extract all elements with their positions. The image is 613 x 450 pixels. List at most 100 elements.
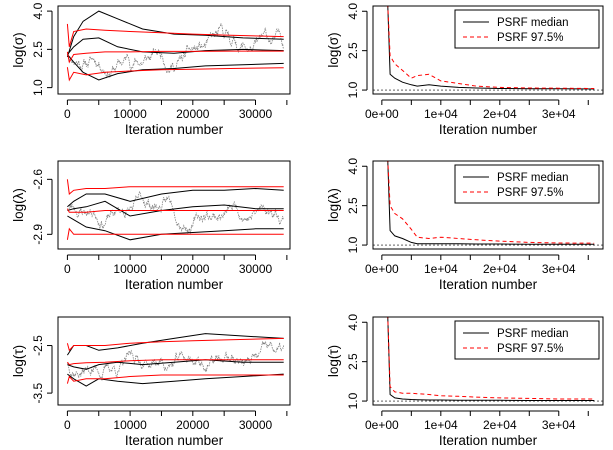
- legend-box: [454, 9, 600, 49]
- running-quantile-line-3: [67, 200, 284, 217]
- legend: PSRF median PSRF 97.5%: [454, 320, 600, 360]
- y-tick-label: 1.0: [346, 236, 360, 253]
- y-tick-label: 4.0: [346, 3, 360, 20]
- legend-box: [454, 320, 600, 360]
- panel-4: 0e+00 1e+04 2e+04 3e+04 Iteration number 1.0 2…: [326, 158, 604, 292]
- running-quantile-line-2: [67, 54, 284, 81]
- panel-3: 0 10000 20000 30000 Iteration number -2.6 -2.9…: [11, 160, 291, 292]
- running-quantile-line-4: [66, 179, 284, 195]
- x-tick-label: 10000: [113, 418, 147, 432]
- y-axis-label: log(σ): [326, 32, 341, 67]
- legend-label: PSRF 97.5%: [497, 32, 563, 44]
- y-axis-label: log(λ): [11, 188, 26, 222]
- panel-2: 0e+00 1e+04 2e+04 3e+04 Iteration number 1.0 2…: [326, 3, 604, 137]
- running-quantile-line-4: [66, 337, 284, 352]
- y-tick-label: -2.9: [31, 224, 45, 245]
- running-quantile-line-3: [67, 359, 284, 370]
- psrf-975-line: [387, 317, 595, 400]
- y-tick-label: -2.5: [31, 335, 45, 356]
- x-tick-label: 3e+04: [542, 262, 576, 276]
- plot-frame: [57, 5, 291, 95]
- x-tick-label: 30000: [239, 107, 273, 121]
- y-tick-label: 2.5: [346, 197, 360, 214]
- y-tick-label: 4.0: [31, 2, 45, 19]
- trace-series: [67, 191, 284, 234]
- x-axis-label: Iteration number: [125, 433, 224, 448]
- x-tick-label: 3e+04: [542, 418, 576, 432]
- x-tick-label: 1e+04: [424, 262, 458, 276]
- legend: PSRF median PSRF 97.5%: [454, 164, 600, 204]
- running-quantile-line-6: [66, 50, 284, 64]
- y-tick-label: 4.0: [346, 314, 360, 331]
- running-quantile-line-4: [66, 23, 284, 47]
- x-tick-label: 3e+04: [542, 107, 576, 121]
- y-tick-label: 2.5: [346, 353, 360, 370]
- y-tick-label: 2.5: [31, 41, 45, 58]
- plot-area: [373, 161, 603, 246]
- x-tick-label: 20000: [176, 107, 210, 121]
- legend: PSRF median PSRF 97.5%: [454, 9, 600, 49]
- x-tick-label: 2e+04: [483, 262, 517, 276]
- y-tick-label: 1.0: [346, 81, 360, 98]
- x-tick-label: 10000: [113, 262, 147, 276]
- x-tick-label: 10000: [113, 107, 147, 121]
- plot-frame: [372, 316, 604, 406]
- legend-label: PSRF 97.5%: [497, 187, 563, 199]
- plot-frame: [57, 316, 291, 406]
- x-tick-label: 0e+00: [365, 107, 399, 121]
- legend-label: PSRF 97.5%: [497, 343, 563, 355]
- y-axis-label: log(τ): [11, 345, 26, 377]
- panel-1: 0 10000 20000 30000 Iteration number 1.0 2.5 4.…: [11, 2, 291, 137]
- y-tick-label: 4.0: [346, 158, 360, 175]
- y-axis-label: log(σ): [11, 32, 26, 67]
- x-axis-label: Iteration number: [439, 122, 538, 137]
- plot-area: [66, 333, 285, 387]
- psrf-975-line: [387, 161, 595, 244]
- running-quantile-line-1: [66, 333, 284, 356]
- psrf-median-line: [387, 6, 595, 90]
- plot-frame: [372, 5, 604, 95]
- x-tick-label: 2e+04: [483, 107, 517, 121]
- plot-frame: [57, 160, 291, 250]
- y-axis-label: log(τ): [326, 345, 341, 377]
- x-tick-label: 1e+04: [424, 418, 458, 432]
- running-quantile-line-1: [66, 10, 284, 58]
- running-quantile-line-1: [67, 187, 284, 208]
- running-quantile-line-5: [66, 374, 284, 384]
- psrf-median-line: [387, 161, 595, 245]
- panel-6: 0e+00 1e+04 2e+04 3e+04 Iteration number 1.0 2…: [326, 314, 604, 448]
- y-tick-label: 1.0: [31, 79, 45, 96]
- plot-frame: [372, 160, 604, 250]
- trace-series: [67, 340, 285, 382]
- x-tick-label: 0: [64, 418, 71, 432]
- plot-area: [373, 317, 603, 402]
- plot-area: [373, 6, 603, 91]
- x-axis-label: Iteration number: [439, 277, 538, 292]
- y-tick-label: -2.6: [31, 169, 45, 190]
- x-tick-label: 30000: [239, 262, 273, 276]
- x-tick-label: 20000: [176, 418, 210, 432]
- x-axis-label: Iteration number: [439, 433, 538, 448]
- x-tick-label: 0: [64, 262, 71, 276]
- plot-area: [66, 179, 284, 241]
- x-axis-label: Iteration number: [125, 122, 224, 137]
- x-tick-label: 20000: [176, 262, 210, 276]
- y-tick-label: 1.0: [346, 392, 360, 409]
- running-quantile-line-2: [67, 215, 284, 241]
- x-tick-label: 2e+04: [483, 418, 517, 432]
- x-tick-label: 1e+04: [424, 107, 458, 121]
- running-quantile-line-5: [66, 227, 284, 240]
- psrf-975-line: [387, 6, 595, 89]
- panel-5: 0 10000 20000 30000 Iteration number -2.5 -3.5…: [11, 316, 291, 448]
- x-tick-label: 0e+00: [365, 418, 399, 432]
- plot-area: [66, 10, 285, 82]
- running-quantile-line-2: [67, 373, 284, 387]
- running-quantile-line-3: [67, 37, 284, 55]
- x-tick-label: 30000: [239, 418, 273, 432]
- psrf-median-line: [387, 317, 595, 401]
- x-tick-label: 0: [64, 107, 71, 121]
- y-tick-label: -3.5: [31, 382, 45, 403]
- running-quantile-line-6: [67, 359, 284, 366]
- legend-box: [454, 164, 600, 204]
- y-axis-label: log(λ): [326, 188, 341, 222]
